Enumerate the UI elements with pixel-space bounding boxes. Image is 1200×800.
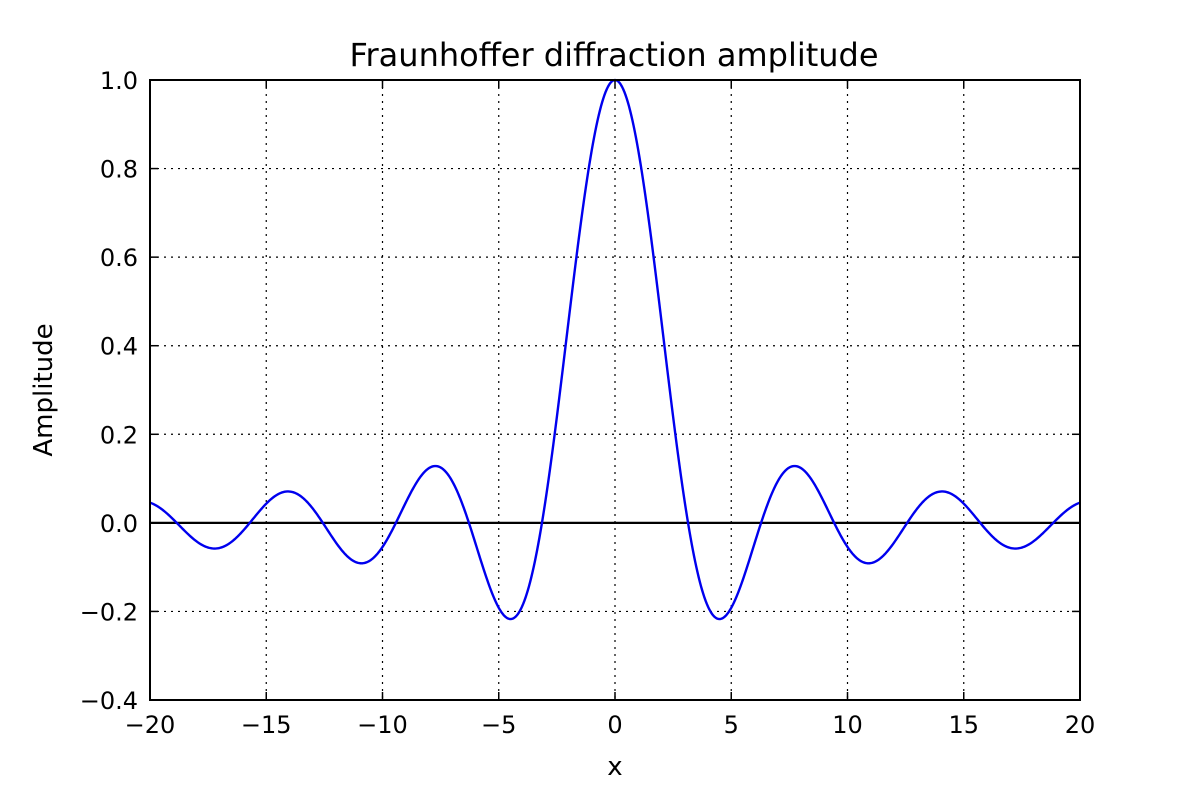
data-point <box>718 617 722 621</box>
data-point <box>404 500 408 504</box>
x-tick-label: −5 <box>481 711 516 739</box>
data-point <box>450 479 454 483</box>
chart-title: Fraunhoffer diffraction amplitude <box>349 36 878 74</box>
data-point <box>846 545 850 549</box>
data-point <box>474 542 478 546</box>
data-point <box>776 479 780 483</box>
data-point <box>590 148 594 152</box>
y-tick-label: −0.2 <box>80 598 138 626</box>
data-point <box>683 500 687 504</box>
data-point <box>213 547 217 551</box>
data-point <box>381 545 385 549</box>
data-point <box>962 502 966 506</box>
ticks <box>149 79 1081 701</box>
x-tick-label: 10 <box>832 711 863 739</box>
data-point <box>1055 517 1059 521</box>
data-point <box>915 507 919 511</box>
x-tick-label: 0 <box>607 711 622 739</box>
data-point <box>941 489 945 493</box>
data-point <box>311 507 315 511</box>
data-point <box>869 561 873 565</box>
x-tick-label: −15 <box>241 711 292 739</box>
grid <box>150 80 1080 700</box>
y-axis-label: Amplitude <box>29 323 59 456</box>
y-tick-label: 0.0 <box>100 510 138 538</box>
y-tick-label: 0.4 <box>100 333 138 361</box>
data-point <box>508 617 512 621</box>
y-tick-labels: −0.4 −0.2 0.0 0.2 0.4 0.6 0.8 1.0 <box>80 67 138 715</box>
data-point <box>660 319 664 323</box>
y-tick-label: 0.6 <box>100 244 138 272</box>
data-point <box>792 464 796 468</box>
x-tick-labels: −20 −15 −10 −5 0 5 10 15 20 <box>125 711 1096 739</box>
x-tick-label: −10 <box>357 711 408 739</box>
data-point <box>985 529 989 533</box>
y-tick-label: −0.4 <box>80 687 138 715</box>
data-point <box>241 529 245 533</box>
data-point <box>706 605 710 609</box>
data-point <box>1032 539 1036 543</box>
data-point <box>434 464 438 468</box>
data-point <box>543 500 547 504</box>
data-point <box>334 541 338 545</box>
y-tick-label: 0.2 <box>100 421 138 449</box>
data-point <box>753 542 757 546</box>
data-point <box>799 466 803 470</box>
y-tick-label: 0.8 <box>100 156 138 184</box>
x-tick-label: 15 <box>948 711 979 739</box>
data-point <box>264 502 268 506</box>
data-point <box>822 500 826 504</box>
data-point <box>729 606 733 610</box>
x-tick-label: 20 <box>1065 711 1096 739</box>
x-axis-label: x <box>607 752 622 782</box>
data-point <box>171 517 175 521</box>
data-point <box>636 148 640 152</box>
data-point <box>497 606 501 610</box>
data-point <box>427 466 431 470</box>
data-point <box>285 489 289 493</box>
data-point <box>195 539 199 543</box>
y-tick-label: 1.0 <box>100 67 138 95</box>
data-point <box>567 319 571 323</box>
data-point <box>892 541 896 545</box>
data-point <box>520 605 524 609</box>
data-point <box>357 561 361 565</box>
data-point <box>1013 547 1017 551</box>
x-tick-label: −20 <box>125 711 176 739</box>
x-tick-label: 5 <box>724 711 739 739</box>
